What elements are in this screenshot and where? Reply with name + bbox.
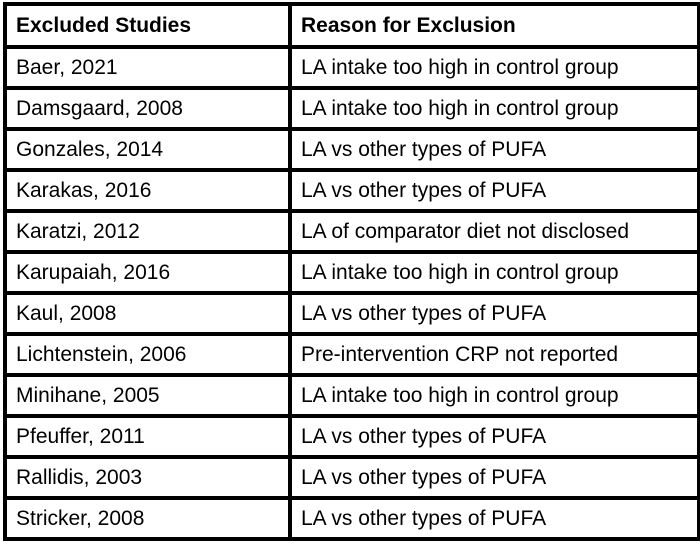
table-row: Lichtenstein, 2006 Pre-intervention CRP …	[5, 334, 699, 375]
table-row: Karatzi, 2012 LA of comparator diet not …	[5, 211, 699, 252]
reason-cell: LA intake too high in control group	[290, 375, 699, 416]
column-header-excluded-studies: Excluded Studies	[5, 4, 290, 47]
excluded-studies-table: Excluded Studies Reason for Exclusion Ba…	[3, 2, 700, 541]
reason-cell: LA intake too high in control group	[290, 88, 699, 129]
study-cell: Lichtenstein, 2006	[5, 334, 290, 375]
table-row: Rallidis, 2003 LA vs other types of PUFA	[5, 457, 699, 498]
study-cell: Damsgaard, 2008	[5, 88, 290, 129]
table-row: Stricker, 2008 LA vs other types of PUFA	[5, 498, 699, 539]
reason-cell: LA vs other types of PUFA	[290, 293, 699, 334]
table-row: Karupaiah, 2016 LA intake too high in co…	[5, 252, 699, 293]
study-cell: Karakas, 2016	[5, 170, 290, 211]
study-cell: Karatzi, 2012	[5, 211, 290, 252]
table-body: Baer, 2021 LA intake too high in control…	[5, 47, 699, 539]
reason-cell: Pre-intervention CRP not reported	[290, 334, 699, 375]
reason-cell: LA of comparator diet not disclosed	[290, 211, 699, 252]
table-row: Kaul, 2008 LA vs other types of PUFA	[5, 293, 699, 334]
study-cell: Gonzales, 2014	[5, 129, 290, 170]
table-header: Excluded Studies Reason for Exclusion	[5, 4, 699, 47]
study-cell: Kaul, 2008	[5, 293, 290, 334]
table-row: Karakas, 2016 LA vs other types of PUFA	[5, 170, 699, 211]
table-row: Baer, 2021 LA intake too high in control…	[5, 47, 699, 88]
study-cell: Baer, 2021	[5, 47, 290, 88]
reason-cell: LA vs other types of PUFA	[290, 416, 699, 457]
column-header-reason-for-exclusion: Reason for Exclusion	[290, 4, 699, 47]
table-row: Minihane, 2005 LA intake too high in con…	[5, 375, 699, 416]
study-cell: Rallidis, 2003	[5, 457, 290, 498]
study-cell: Karupaiah, 2016	[5, 252, 290, 293]
table-row: Damsgaard, 2008 LA intake too high in co…	[5, 88, 699, 129]
reason-cell: LA vs other types of PUFA	[290, 170, 699, 211]
study-cell: Pfeuffer, 2011	[5, 416, 290, 457]
study-cell: Stricker, 2008	[5, 498, 290, 539]
header-row: Excluded Studies Reason for Exclusion	[5, 4, 699, 47]
table-row: Pfeuffer, 2011 LA vs other types of PUFA	[5, 416, 699, 457]
study-cell: Minihane, 2005	[5, 375, 290, 416]
table-row: Gonzales, 2014 LA vs other types of PUFA	[5, 129, 699, 170]
reason-cell: LA intake too high in control group	[290, 47, 699, 88]
reason-cell: LA vs other types of PUFA	[290, 457, 699, 498]
reason-cell: LA vs other types of PUFA	[290, 498, 699, 539]
reason-cell: LA intake too high in control group	[290, 252, 699, 293]
reason-cell: LA vs other types of PUFA	[290, 129, 699, 170]
